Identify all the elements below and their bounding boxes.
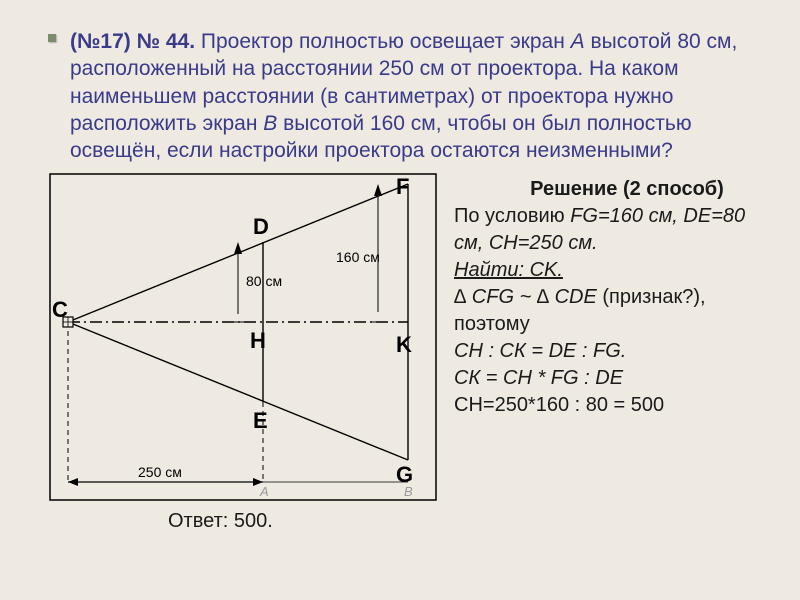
label-a: A [259,484,269,499]
bullet-icon [48,34,56,42]
solution-find: Найти: CK. [454,257,760,284]
sol-sim-a: ∆ CFG ~ ∆ CDE [454,286,602,308]
diagram: C D E H F G K 80 см 160 см 250 см A B [48,172,438,502]
solution-ratio: СН : СК = DE : FG. [454,338,760,365]
label-d: D [253,214,269,239]
sol-given-a: По условию [454,205,570,227]
label-e: E [253,408,268,433]
problem-p1: Проектор полностью освещает экран [201,30,571,53]
problem-screen-b: B [263,112,277,135]
problem-prefix: (№17) № 44. [70,30,201,53]
lower-block: C D E H F G K 80 см 160 см 250 см A B Ре… [48,172,760,502]
solution-therefore: поэтому [454,311,760,338]
solution-calc: CH=250*160 : 80 = 500 [454,392,760,419]
sol-sim-b: (признак?), [602,286,705,308]
answer: Ответ: 500. [48,510,760,533]
label-k: K [396,332,412,357]
dim-160: 160 см [336,249,380,265]
solution-similar: ∆ CFG ~ ∆ CDE (признак?), [454,284,760,311]
solution-title: Решение (2 способ) [454,176,760,203]
label-f: F [396,174,409,199]
problem-text: (№17) № 44. Проектор полностью освещает … [70,28,760,164]
label-h: H [250,328,266,353]
problem-block: (№17) № 44. Проектор полностью освещает … [48,28,760,164]
solution-ck: СК = CH * FG : DE [454,365,760,392]
label-b: B [404,484,413,499]
solution-line-given: По условию FG=160 см, DE=80 см, CH=250 с… [454,203,760,257]
problem-screen-a: A [571,30,585,53]
dim-80: 80 см [246,273,282,289]
slide: (№17) № 44. Проектор полностью освещает … [0,0,800,553]
solution-block: Решение (2 способ) По условию FG=160 см,… [438,172,760,502]
label-c: C [52,297,68,322]
dim-250: 250 см [138,464,182,480]
